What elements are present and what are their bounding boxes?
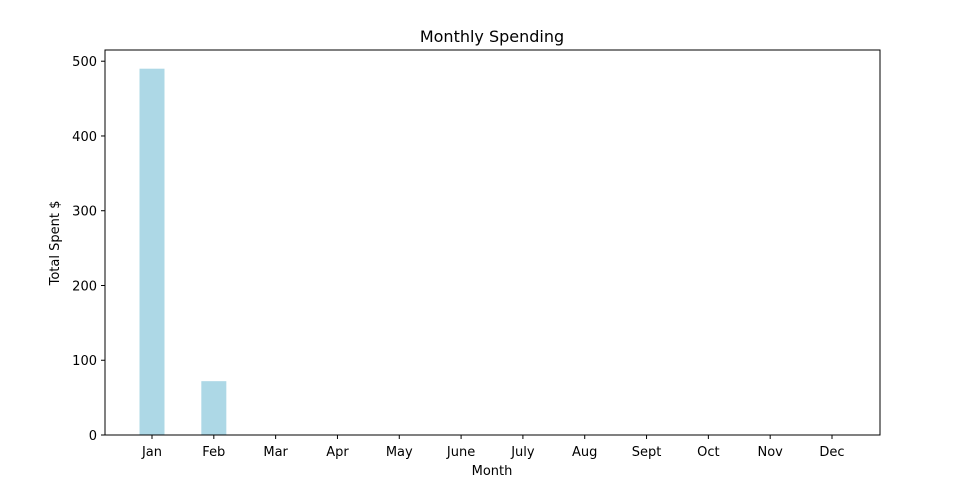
- x-tick-label: Sept: [632, 445, 662, 460]
- bar-feb: [201, 381, 227, 435]
- y-tick-label: 400: [72, 130, 97, 145]
- y-tick-label: 200: [72, 279, 97, 294]
- plot-frame: [104, 49, 881, 436]
- x-tick-label: Jan: [141, 445, 162, 460]
- bars: [139, 68, 227, 435]
- y-axis-label: Total Spent $: [48, 201, 63, 287]
- y-axis: 0 100 200 300 400 500: [72, 55, 105, 444]
- bar-jan: [139, 68, 165, 435]
- x-tick-label: May: [386, 445, 413, 460]
- x-tick-label: July: [510, 445, 535, 460]
- x-tick-label: Mar: [263, 445, 288, 460]
- x-tick-label: Feb: [202, 445, 225, 460]
- y-tick-label: 0: [89, 429, 97, 444]
- x-tick-label: Aug: [572, 445, 597, 460]
- x-tick-label: Nov: [757, 445, 783, 460]
- y-tick-label: 500: [72, 55, 97, 70]
- x-tick-label: Oct: [697, 445, 719, 460]
- y-tick-label: 300: [72, 205, 97, 220]
- chart-title: Monthly Spending: [420, 27, 564, 46]
- y-tick-label: 100: [72, 354, 97, 369]
- x-tick-label: Dec: [819, 445, 844, 460]
- x-axis-label: Month: [472, 464, 513, 479]
- x-axis: Jan Feb Mar Apr May June July Aug Sept Oct Nov Dec: [141, 435, 845, 460]
- x-tick-label: Apr: [326, 445, 349, 460]
- x-tick-label: June: [446, 445, 475, 460]
